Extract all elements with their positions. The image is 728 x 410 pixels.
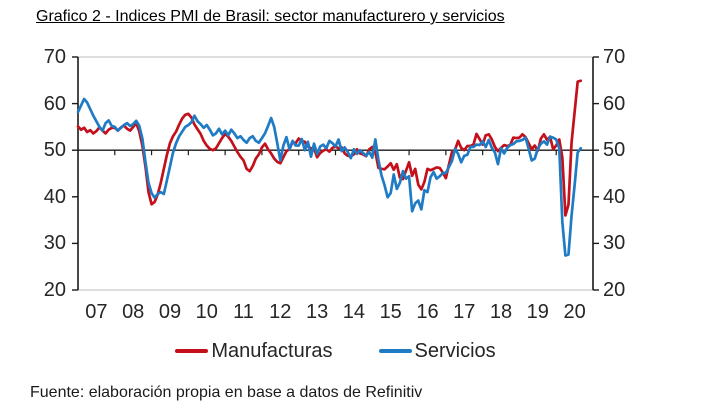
y-tick-label-right: 20 bbox=[603, 279, 626, 301]
chart-title: Grafico 2 - Indices PMI de Brasil: secto… bbox=[36, 8, 505, 25]
y-tick-label-right: 50 bbox=[603, 139, 626, 162]
series-line-servicios bbox=[76, 97, 583, 257]
x-tick-label: 07 bbox=[85, 301, 108, 323]
x-tick-label: 14 bbox=[342, 301, 366, 323]
x-tick-label: 11 bbox=[233, 301, 254, 323]
x-tick-label: 18 bbox=[489, 301, 513, 323]
legend-marker-servicios bbox=[378, 349, 412, 353]
pmi-line-chart bbox=[72, 56, 599, 291]
x-tick-label: 10 bbox=[195, 301, 218, 323]
x-tick-label: 17 bbox=[453, 301, 476, 323]
y-tick-label-left: 30 bbox=[43, 232, 66, 255]
x-tick-label: 20 bbox=[563, 301, 586, 323]
y-tick-label-left: 60 bbox=[43, 92, 66, 115]
y-tick-label-left: 40 bbox=[43, 185, 66, 208]
y-tick-label-right: 70 bbox=[603, 46, 626, 68]
x-tick-label: 15 bbox=[379, 301, 402, 323]
x-tick-label: 13 bbox=[305, 301, 329, 323]
y-tick-label-left: 70 bbox=[43, 46, 66, 68]
y-tick-label-left: 50 bbox=[43, 139, 66, 162]
series-line-manufacturas bbox=[76, 79, 583, 217]
legend-item-servicios: Servicios bbox=[378, 339, 496, 363]
y-tick-label-left: 20 bbox=[43, 279, 66, 301]
x-tick-label: 16 bbox=[416, 301, 439, 323]
x-tick-label: 12 bbox=[269, 301, 292, 323]
x-tick-label: 08 bbox=[122, 301, 145, 323]
legend-label: Servicios bbox=[414, 340, 496, 362]
legend: Manufacturas Servicios bbox=[78, 338, 593, 364]
y-tick-label-right: 60 bbox=[603, 92, 626, 115]
x-tick-label: 09 bbox=[158, 301, 182, 323]
source-note: Fuente: elaboración propia en base a dat… bbox=[30, 384, 423, 401]
x-tick-label: 19 bbox=[526, 301, 549, 323]
y-tick-label-right: 30 bbox=[603, 232, 626, 255]
legend-marker-manufacturas bbox=[175, 349, 209, 353]
legend-item-manufacturas: Manufacturas bbox=[175, 339, 333, 363]
legend-label: Manufacturas bbox=[211, 340, 333, 362]
y-tick-label-right: 40 bbox=[603, 185, 626, 208]
